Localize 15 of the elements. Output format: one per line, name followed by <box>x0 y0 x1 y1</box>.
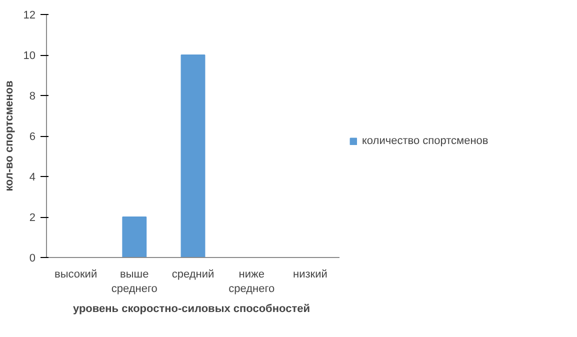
y-tick-label: 4 <box>29 172 36 184</box>
x-tick-label: высокий <box>54 268 98 280</box>
y-tick-label: 6 <box>29 131 36 143</box>
y-tick-label: 10 <box>23 50 36 62</box>
y-tick-label: 8 <box>29 90 36 102</box>
legend-label: количество спортсменов <box>362 135 488 147</box>
x-tick-label: выше среднего <box>111 268 158 295</box>
x-tick-label: ниже среднего <box>228 268 275 295</box>
x-tick-label: средний <box>172 268 214 280</box>
x-tick-label: низкий <box>293 268 328 280</box>
y-axis-title: кол-во спортсменов <box>3 80 16 192</box>
y-tick-label: 12 <box>23 10 36 22</box>
y-tick-label: 2 <box>29 212 36 224</box>
x-axis-title: уровень скоростно-силовых способностей <box>72 302 310 315</box>
y-tick-label: 0 <box>29 252 36 264</box>
